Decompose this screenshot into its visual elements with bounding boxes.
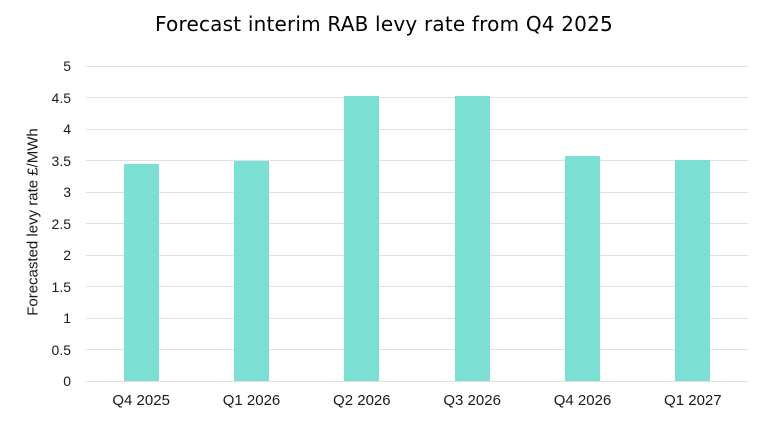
bar-q3-2026 <box>454 95 490 381</box>
y-tick-label: 1 <box>63 310 71 326</box>
gridline <box>86 223 748 224</box>
x-tick-label: Q1 2027 <box>664 392 722 409</box>
y-tick-label: 3 <box>63 184 71 200</box>
x-tick-label: Q3 2026 <box>443 392 501 409</box>
gridline <box>86 286 748 287</box>
y-tick-label: 0 <box>63 373 71 389</box>
gridline <box>86 191 748 193</box>
bar-q4-2026 <box>565 156 600 381</box>
gridline <box>86 97 748 98</box>
y-tick-label: 5 <box>63 58 71 74</box>
bar-q1-2026 <box>234 161 269 381</box>
gridline <box>86 65 748 67</box>
y-tick-label: 1.5 <box>51 278 71 295</box>
x-tick-label: Q2 2026 <box>333 392 391 409</box>
gridline <box>86 349 748 350</box>
y-tick-label: 2 <box>63 247 71 263</box>
y-tick-label: 3.5 <box>51 152 71 169</box>
bar-q4-2025 <box>123 163 159 381</box>
gridline <box>86 380 748 382</box>
gridline <box>86 160 748 161</box>
x-tick-label: Q1 2026 <box>222 392 281 409</box>
y-tick-label: 2.5 <box>51 215 71 232</box>
x-tick-label: Q4 2025 <box>112 392 170 409</box>
y-tick-label: 4.5 <box>51 89 71 106</box>
x-tick-label: Q4 2026 <box>553 392 612 409</box>
y-tick-label: 4 <box>63 121 71 137</box>
gridline <box>86 254 748 256</box>
gridline <box>86 128 748 130</box>
chart-title: Forecast interim RAB levy rate from Q4 2… <box>155 12 613 36</box>
plot-area <box>86 65 748 382</box>
gridline <box>86 317 748 319</box>
y-tick-label: 0.5 <box>51 341 71 358</box>
bar-q1-2027 <box>675 159 711 381</box>
bar-q2-2026 <box>344 96 380 381</box>
